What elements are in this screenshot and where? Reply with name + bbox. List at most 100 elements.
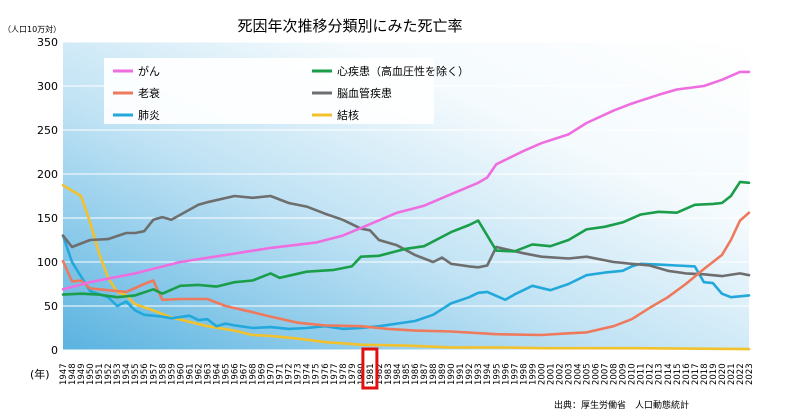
x-tick-label: 1984 bbox=[393, 363, 403, 385]
x-tick-label: 1983 bbox=[384, 363, 394, 385]
legend-box bbox=[104, 58, 434, 124]
legend-label: 脳血管疾患 bbox=[337, 86, 392, 100]
x-tick-label: 1949 bbox=[77, 363, 87, 385]
x-tick-label: 1953 bbox=[113, 363, 123, 385]
x-tick-label: 1985 bbox=[402, 363, 412, 385]
highlight-year-box bbox=[361, 347, 379, 390]
x-tick-label: 1978 bbox=[339, 363, 349, 385]
x-tick-label: 2018 bbox=[700, 363, 710, 385]
x-tick-labels: 1947 1948 1949 1950 1951 1952 1953 1954 1955 1956… bbox=[59, 363, 755, 385]
x-axis-label: (年) bbox=[30, 367, 50, 381]
x-tick-label: 2019 bbox=[709, 363, 719, 385]
x-tick-label: 1958 bbox=[158, 363, 168, 385]
x-tick-label: 1987 bbox=[420, 363, 430, 385]
y-tick-label: 200 bbox=[37, 168, 58, 181]
x-tick-label: 1955 bbox=[131, 363, 141, 385]
x-tick-label: 1950 bbox=[86, 363, 96, 385]
x-tick-label: 2011 bbox=[637, 363, 647, 385]
x-tick-label: 2021 bbox=[727, 363, 737, 385]
legend-label: 結核 bbox=[337, 108, 359, 122]
x-tick-label: 2020 bbox=[718, 363, 728, 385]
y-axis-label: （人口10万対） bbox=[3, 24, 61, 34]
x-tick-label: 1972 bbox=[285, 363, 295, 385]
x-tick-label: 2002 bbox=[555, 363, 565, 385]
x-tick-label: 1977 bbox=[330, 363, 340, 385]
x-tick-label: 1976 bbox=[321, 363, 331, 385]
x-tick-label: 1981 bbox=[366, 363, 376, 385]
x-tick-label: 1990 bbox=[447, 363, 457, 385]
y-tick-label: 350 bbox=[37, 36, 58, 49]
x-tick-label: 1973 bbox=[294, 363, 304, 385]
x-tick-label: 2007 bbox=[601, 363, 611, 385]
x-tick-label: 2012 bbox=[646, 363, 656, 385]
x-tick-label: 1967 bbox=[240, 363, 250, 385]
x-tick-label: 2001 bbox=[546, 363, 556, 385]
x-tick-label: 2016 bbox=[682, 363, 692, 385]
x-tick-label: 1993 bbox=[474, 363, 484, 385]
x-tick-label: 1986 bbox=[411, 363, 421, 385]
x-tick-label: 1956 bbox=[140, 363, 150, 385]
x-tick-label: 2010 bbox=[628, 363, 638, 385]
x-tick-label: 1962 bbox=[194, 363, 204, 385]
x-tick-label: 1974 bbox=[303, 363, 313, 385]
legend-label: 老衰 bbox=[138, 86, 160, 100]
source-note: 出典：厚生労働省 人口動態統計 bbox=[554, 399, 689, 411]
x-tick-label: 1994 bbox=[483, 363, 493, 385]
x-tick-label: 1968 bbox=[249, 363, 259, 385]
x-tick-label: 1989 bbox=[438, 363, 448, 385]
x-tick-label: 2017 bbox=[691, 363, 701, 385]
y-tick-labels: 0 50 100 150 200 250 300 350 bbox=[37, 36, 58, 357]
legend-label: 肺炎 bbox=[138, 109, 160, 122]
x-tick-label: 2013 bbox=[655, 363, 665, 385]
x-tick-label: 1964 bbox=[212, 363, 222, 385]
y-tick-label: 50 bbox=[44, 300, 58, 313]
x-tick-label: 1996 bbox=[501, 363, 511, 385]
x-tick-label: 1998 bbox=[519, 363, 529, 385]
x-tick-label: 1999 bbox=[528, 363, 538, 385]
x-tick-label: 1991 bbox=[456, 363, 466, 385]
y-tick-label: 100 bbox=[37, 256, 58, 269]
x-tick-label: 2006 bbox=[592, 363, 602, 385]
x-tick-label: 1995 bbox=[492, 363, 502, 385]
x-tick-label: 2009 bbox=[619, 363, 629, 385]
series-lines bbox=[61, 70, 751, 351]
x-tick-label: 1966 bbox=[231, 363, 241, 385]
series-line bbox=[61, 70, 751, 291]
x-tick-label: 1988 bbox=[429, 363, 439, 385]
series-line bbox=[61, 180, 751, 299]
x-tick-label: 2008 bbox=[610, 363, 620, 385]
chart-title: 死因年次推移分類別にみた死亡率 bbox=[237, 17, 462, 35]
x-tick-label: 1959 bbox=[167, 363, 177, 385]
legend-label: 心疾患（高血圧性を除く） bbox=[337, 64, 469, 78]
series-line bbox=[61, 194, 751, 278]
x-tick-label: 1957 bbox=[149, 363, 159, 385]
x-tick-label: 1969 bbox=[258, 363, 268, 385]
x-tick-label: 2004 bbox=[574, 363, 584, 385]
x-tick-label: 1982 bbox=[375, 363, 385, 385]
x-tick-label: 2014 bbox=[664, 363, 674, 385]
x-tick-label: 2000 bbox=[537, 363, 547, 385]
legend-label: がん bbox=[138, 64, 160, 78]
x-tick-label: 1979 bbox=[348, 363, 358, 385]
x-tick-label: 1954 bbox=[122, 363, 132, 385]
y-tick-label: 300 bbox=[37, 80, 58, 93]
x-tick-label: 1960 bbox=[176, 363, 186, 385]
x-tick-label: 2003 bbox=[564, 363, 574, 385]
x-tick-label: 1997 bbox=[510, 363, 520, 385]
x-tick-label: 1952 bbox=[104, 363, 114, 385]
x-tick-label: 1947 bbox=[59, 363, 69, 385]
x-tick-label: 1948 bbox=[68, 363, 78, 385]
x-tick-label: 2023 bbox=[745, 363, 755, 385]
x-tick-label: 1961 bbox=[185, 363, 195, 385]
y-tick-label: 0 bbox=[51, 344, 58, 357]
x-tick-label: 1970 bbox=[267, 363, 277, 385]
x-tick-label: 1963 bbox=[203, 363, 213, 385]
x-tick-label: 2022 bbox=[736, 363, 746, 385]
x-tick-label: 2015 bbox=[673, 363, 683, 385]
x-tick-label: 1965 bbox=[221, 363, 231, 385]
y-tick-label: 150 bbox=[37, 212, 58, 225]
x-tick-label: 1971 bbox=[276, 363, 286, 385]
series-line bbox=[61, 184, 751, 351]
